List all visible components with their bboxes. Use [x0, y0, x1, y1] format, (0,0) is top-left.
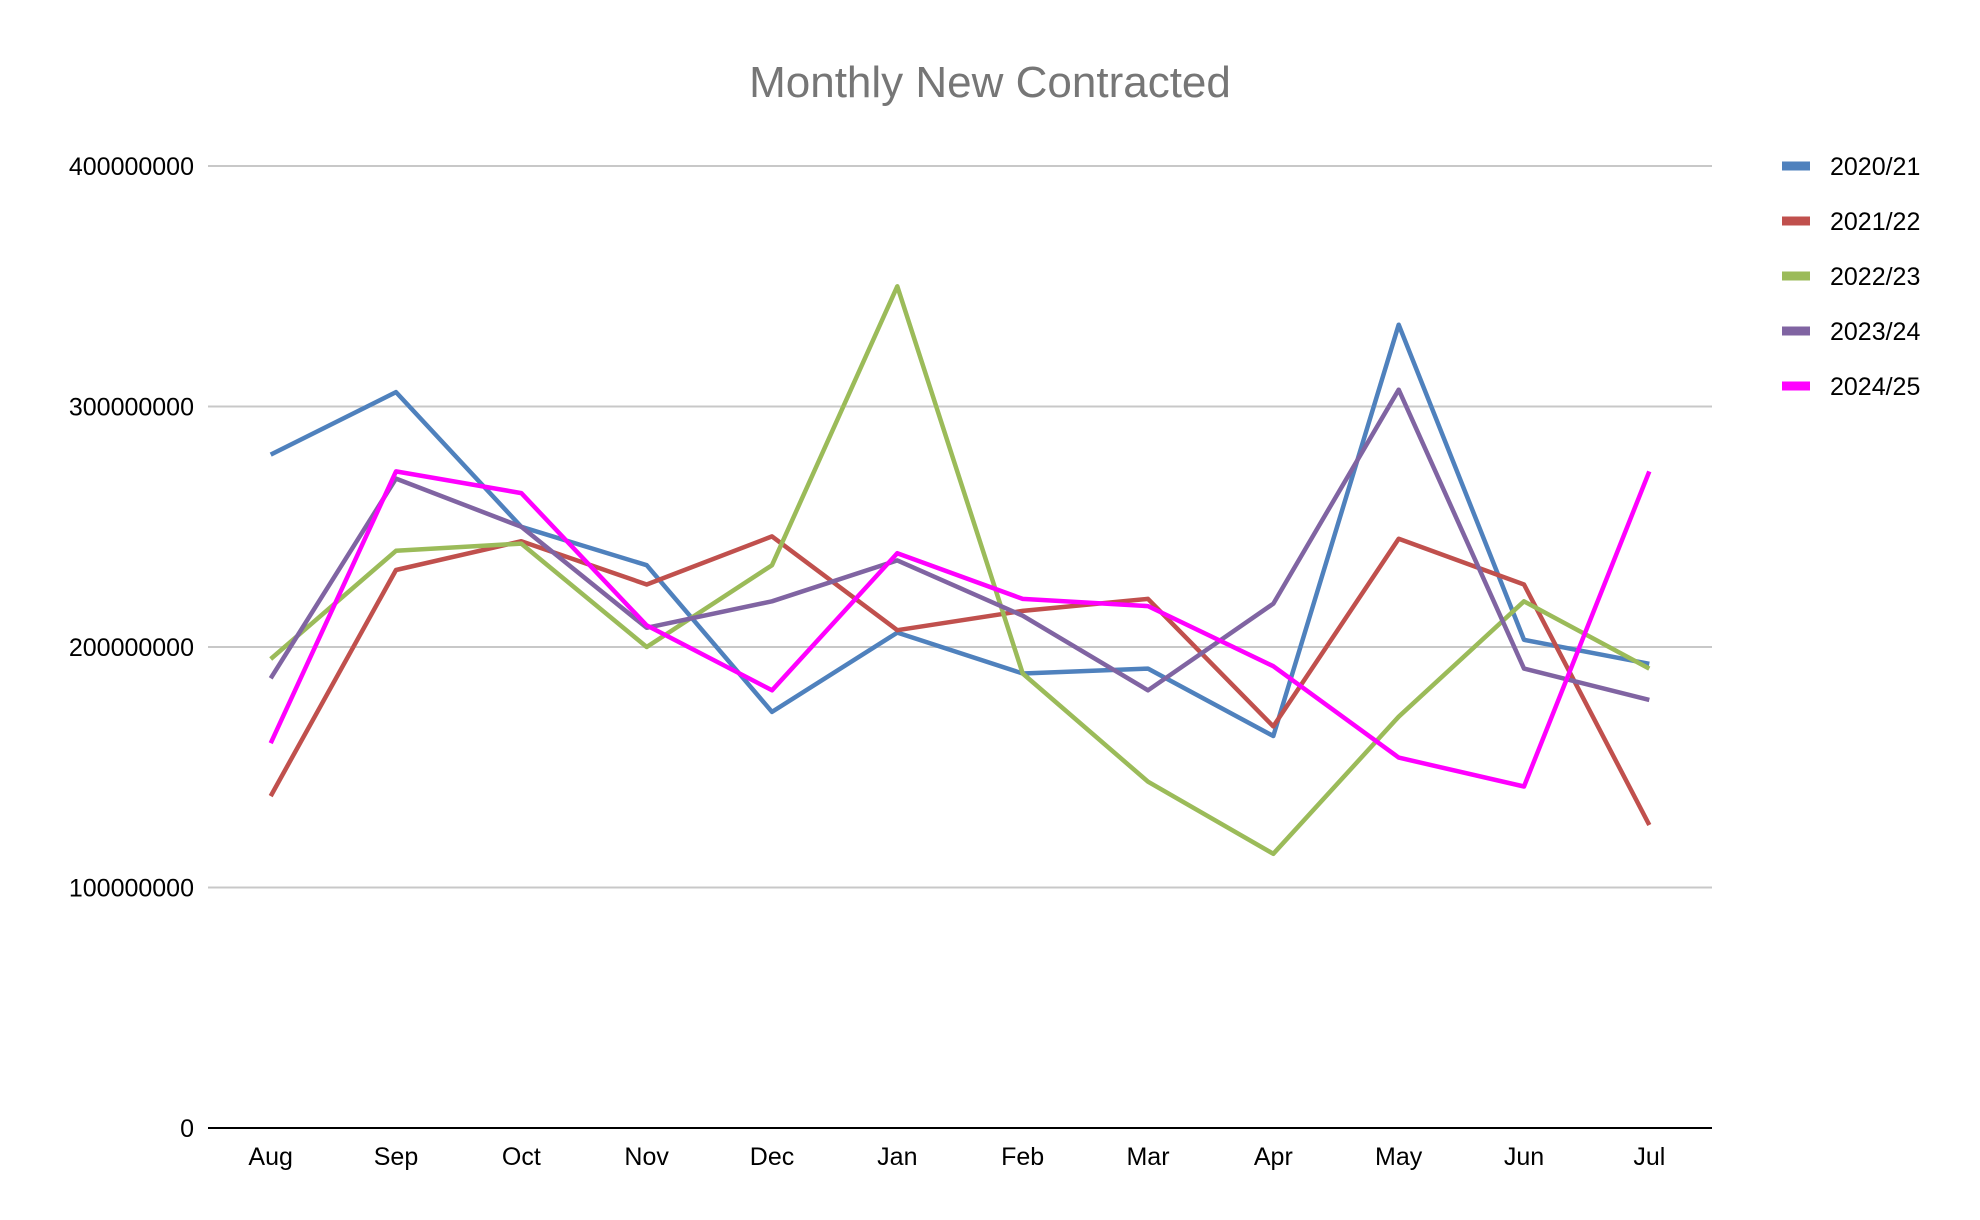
x-tick-label: Jun	[1504, 1143, 1544, 1171]
legend-item: 2022/23	[1782, 263, 1920, 291]
legend-label: 2024/25	[1830, 373, 1920, 401]
y-tick-label: 300000000	[69, 394, 194, 422]
gridlines	[208, 165, 1712, 889]
x-tick-label: Jan	[877, 1143, 917, 1171]
x-axis-tick-labels: Aug Sep Oct Nov Dec Jan Feb Mar Apr May Jun Jul	[248, 1143, 1665, 1171]
legend-item: 2021/22	[1782, 208, 1920, 236]
series-line-2021-22	[268, 534, 1652, 827]
x-tick-label: Oct	[502, 1143, 541, 1171]
x-tick-label: Apr	[1254, 1143, 1293, 1171]
legend-label: 2021/22	[1830, 208, 1920, 236]
y-axis-tick-labels: 0 100000000 200000000 300000000 400000000	[69, 153, 194, 1143]
x-tick-label: May	[1375, 1143, 1423, 1171]
x-tick-label: Aug	[248, 1143, 292, 1171]
legend-item: 2020/21	[1782, 153, 1920, 181]
x-tick-label: Sep	[374, 1143, 418, 1171]
legend-label: 2023/24	[1830, 318, 1920, 346]
y-tick-label: 0	[180, 1115, 194, 1143]
y-tick-label: 200000000	[69, 634, 194, 662]
x-tick-label: Jul	[1633, 1143, 1665, 1171]
y-tick-label: 400000000	[69, 153, 194, 181]
series-lines	[268, 284, 1652, 857]
series-line-2022-23	[269, 284, 1651, 857]
legend: 2020/21 2021/22 2022/23 2023/24 2024/25	[1782, 153, 1920, 401]
chart-title: Monthly New Contracted	[749, 58, 1231, 107]
legend-item: 2023/24	[1782, 318, 1920, 346]
y-tick-label: 100000000	[69, 875, 194, 903]
series-line-2020-21	[269, 322, 1650, 739]
x-tick-label: Nov	[624, 1143, 669, 1171]
legend-label: 2020/21	[1830, 153, 1920, 181]
x-tick-label: Feb	[1001, 1143, 1044, 1171]
series-line-2024-25	[268, 469, 1652, 789]
legend-item: 2024/25	[1782, 373, 1920, 401]
series-line-2023-24	[268, 387, 1650, 703]
legend-label: 2022/23	[1830, 263, 1920, 291]
x-tick-label: Dec	[750, 1143, 794, 1171]
x-tick-label: Mar	[1126, 1143, 1169, 1171]
